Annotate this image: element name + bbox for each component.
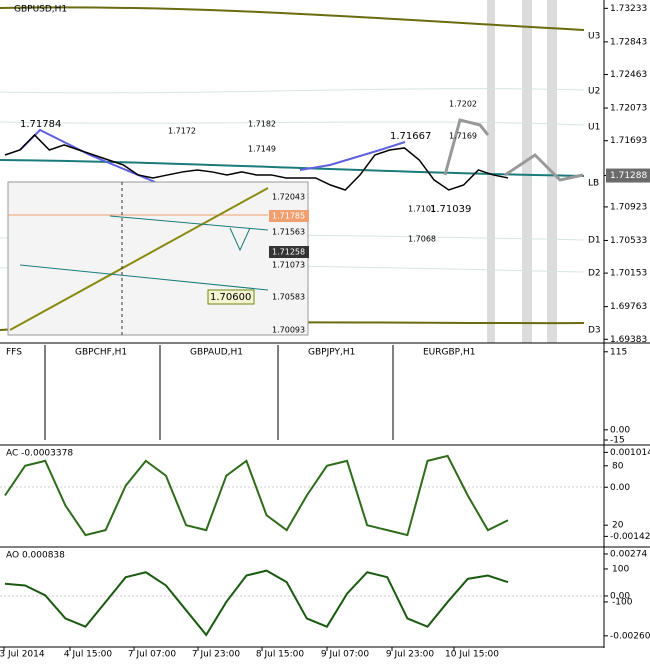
data-line — [4, 133, 509, 191]
x-tick-label: 9 Jul 07:00 — [321, 650, 370, 660]
price-annotation: 1.71784 — [20, 119, 61, 130]
level-label: U2 — [588, 87, 600, 97]
session-band — [487, 0, 495, 343]
y-tick-label: 0.0010146 — [610, 448, 650, 458]
y-tick-label: 115 — [610, 347, 627, 357]
price-annotation: 1.7202 — [449, 100, 477, 109]
symbol-label: GBPAUD,H1 — [190, 348, 243, 358]
symbol-label: GBPJPY,H1 — [308, 348, 355, 358]
price-annotation: 1.7101 — [408, 205, 436, 214]
data-line — [4, 454, 509, 537]
y-tick-label: -0.001429 — [610, 532, 650, 542]
level-label: D3 — [588, 326, 601, 336]
y-tick-label: 1.73233 — [610, 4, 647, 14]
level-label: U1 — [588, 123, 600, 133]
inset — [7, 181, 309, 336]
level-label: D1 — [588, 236, 601, 246]
y2-tick-label: 20 — [612, 521, 624, 531]
inset-box — [269, 210, 309, 222]
x-tick-label: 3 Jul 2014 — [0, 650, 45, 660]
current-price-box — [606, 168, 650, 183]
y-tick-label: 1.69383 — [610, 335, 647, 345]
y2-tick-label: 100 — [612, 564, 629, 574]
inset-box — [207, 289, 255, 305]
y2-tick-label: 80 — [612, 461, 624, 471]
price-annotation: 1.71039 — [430, 204, 471, 215]
y-tick-label: 1.70153 — [610, 269, 647, 279]
title: GBPUSD,H1 — [14, 5, 67, 15]
inset-trend — [9, 187, 269, 331]
y-tick-label: 1.69763 — [610, 302, 647, 312]
y-tick-label: 1.72073 — [610, 104, 647, 114]
level-label: U3 — [588, 32, 600, 42]
inset-label: 1.71258 — [272, 248, 305, 257]
x-tick-label: 7 Jul 23:00 — [192, 650, 241, 660]
y-tick-label: -15 — [610, 436, 625, 446]
inset-channel — [19, 215, 269, 291]
x-tick-label: 8 Jul 15:00 — [256, 650, 305, 660]
session-band — [522, 0, 532, 343]
y-tick-label: 1.72463 — [610, 70, 647, 80]
inset-label: 1.71073 — [272, 261, 305, 270]
upper-band — [0, 6, 585, 31]
panel-title: AC -0.0003378 — [6, 449, 73, 459]
y-tick-label: 0.00 — [610, 483, 630, 493]
panel-title: FFS — [6, 348, 22, 358]
inset-label: 1.70093 — [272, 326, 305, 335]
level-label: D2 — [588, 269, 601, 279]
inset-label: 1.71563 — [272, 228, 305, 237]
x-tick-label: 7 Jul 07:00 — [128, 650, 177, 660]
price-annotation: 1.7169 — [449, 132, 477, 141]
price-annotation: 1.7149 — [248, 145, 276, 154]
y-tick-label: 1.70923 — [610, 202, 647, 212]
y-tick-label: 0.00274 — [610, 549, 647, 559]
y-tick-label: 1.70533 — [610, 236, 647, 246]
symbol-label: GBPCHF,H1 — [75, 348, 127, 358]
inset-label: 1.72043 — [272, 193, 305, 202]
inset-label: 1.70600 — [210, 292, 251, 303]
price-annotation: 1.7172 — [168, 127, 196, 136]
y-tick-label: 0.00 — [610, 591, 630, 601]
panel-title: AO 0.000838 — [6, 551, 65, 561]
x-tick-label: 9 Jul 23:00 — [386, 650, 435, 660]
level-label: LB — [588, 179, 599, 189]
x-tick-label: 10 Jul 15:00 — [445, 650, 499, 660]
projection — [443, 118, 584, 182]
y-tick-label: 1.71288 — [610, 171, 647, 181]
levels — [0, 88, 585, 273]
price-annotation: 1.71667 — [390, 131, 431, 142]
y-tick-label: 1.72843 — [610, 37, 647, 47]
price-annotation: 1.7068 — [408, 235, 436, 244]
inset-label: 1.71785 — [272, 212, 305, 221]
data-line — [4, 569, 509, 637]
inset-box — [269, 246, 309, 258]
inset-label: 1.70583 — [272, 293, 305, 302]
price-annotation: 1.7182 — [248, 120, 276, 129]
symbol-label: EURGBP,H1 — [423, 348, 475, 358]
y2-tick-label: -100 — [612, 597, 633, 607]
y-tick-label: 1.71693 — [610, 136, 647, 146]
x-tick-label: 4 Jul 15:00 — [64, 650, 113, 660]
y-tick-label: 0.00 — [610, 425, 630, 435]
